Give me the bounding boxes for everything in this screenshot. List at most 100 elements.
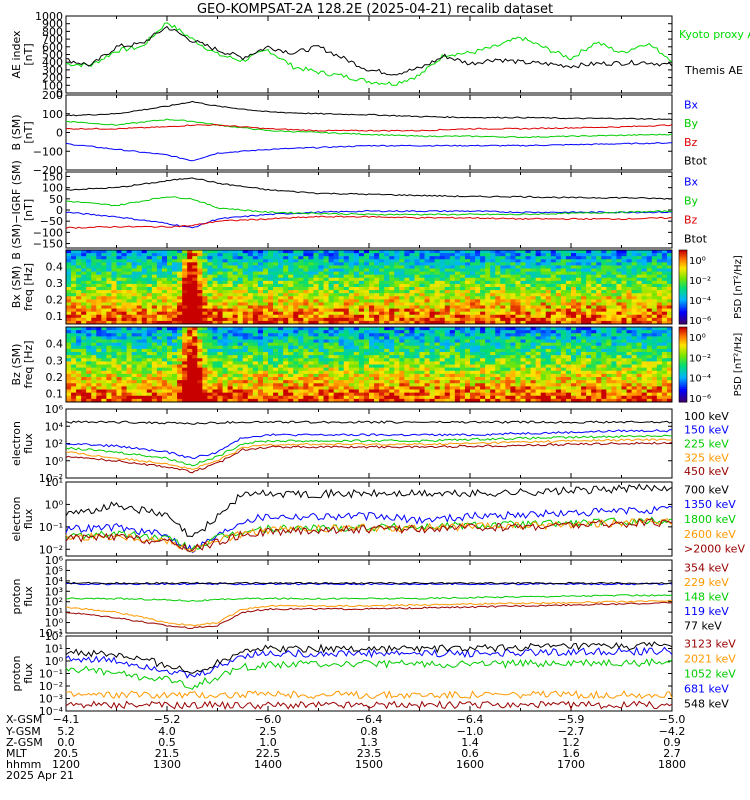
- spectrogram-cell: [535, 259, 542, 263]
- y-tick-label: 0: [56, 87, 63, 100]
- spectrogram-cell: [429, 302, 436, 306]
- spectrogram-cell: [192, 320, 198, 325]
- spectrogram-cell: [202, 265, 208, 269]
- spectrogram-cell: [136, 277, 143, 282]
- spectrogram-cell: [353, 361, 360, 365]
- spectrogram-cell: [212, 364, 218, 369]
- spectrogram-cell: [636, 271, 643, 276]
- spectrogram-cell: [414, 377, 420, 381]
- spectrogram-cell: [666, 265, 673, 269]
- spectrogram-cell: [525, 302, 531, 306]
- spectrogram-cell: [121, 265, 127, 269]
- spectrogram-cell: [384, 317, 390, 322]
- spectrogram-cell: [146, 345, 153, 350]
- spectrogram-cell: [136, 383, 143, 387]
- spectrogram-cell: [646, 271, 653, 276]
- spectrogram-cell: [136, 373, 143, 378]
- spectrogram-cell: [419, 395, 425, 400]
- spectrogram-cell: [177, 342, 183, 347]
- spectrogram-cell: [298, 280, 304, 285]
- spectrogram-cell: [172, 377, 178, 381]
- spectrogram-cell: [369, 333, 375, 337]
- spectrogram-cell: [237, 314, 244, 319]
- spectrogram-cell: [439, 333, 446, 337]
- spectrogram-cell: [510, 311, 516, 316]
- spectrogram-cell: [369, 336, 375, 340]
- spectrogram-cell: [172, 256, 178, 260]
- spectrogram-cell: [106, 274, 112, 279]
- spectrogram-cell: [187, 339, 193, 344]
- spectrogram-cell: [308, 311, 314, 316]
- spectrogram-cell: [429, 361, 436, 365]
- spectrogram-cell: [161, 274, 168, 279]
- spectrogram-cell: [621, 293, 627, 297]
- spectrogram-cell: [182, 389, 188, 394]
- spectrogram-cell: [323, 392, 329, 397]
- spectrogram-cell: [621, 283, 627, 288]
- spectrogram-cell: [252, 352, 259, 356]
- spectrogram-cell: [268, 339, 274, 344]
- spectrogram-cell: [591, 293, 597, 297]
- spectrogram-cell: [308, 256, 314, 260]
- spectrogram-cell: [338, 290, 345, 294]
- spectrogram-cell: [141, 280, 148, 285]
- spectrogram-cell: [187, 330, 193, 334]
- spectrogram-cell: [540, 308, 547, 313]
- spectrogram-cell: [136, 314, 143, 319]
- spectrogram-cell: [161, 320, 168, 325]
- spectrogram-cell: [550, 262, 557, 266]
- spectrogram-cell: [212, 299, 218, 303]
- spectrogram-cell: [151, 339, 158, 344]
- spectrogram-cell: [475, 299, 481, 303]
- spectrogram-cell: [207, 336, 213, 340]
- colorbar-segment: [679, 311, 687, 314]
- spectrogram-cell: [389, 317, 395, 322]
- spectrogram-cell: [303, 265, 309, 269]
- spectrogram-cell: [353, 355, 360, 359]
- spectrogram-cell: [399, 271, 405, 276]
- spectrogram-cell: [293, 283, 299, 288]
- spectrogram-cell: [313, 330, 319, 334]
- spectrogram-cell: [586, 299, 592, 303]
- spectrogram-cell: [187, 265, 193, 269]
- y-tick-label: 1000: [35, 10, 63, 23]
- spectrogram-cell: [161, 389, 168, 394]
- spectrogram-cell: [222, 293, 228, 297]
- spectrogram-cell: [126, 305, 133, 309]
- spectrogram-cell: [192, 277, 198, 282]
- spectrogram-cell: [268, 364, 274, 369]
- spectrogram-cell: [626, 320, 632, 325]
- spectrogram-cell: [257, 355, 264, 359]
- spectrogram-cell: [288, 311, 294, 316]
- spectrogram-cell: [369, 308, 375, 313]
- spectrogram-cell: [515, 317, 521, 322]
- spectrogram-cell: [268, 373, 274, 378]
- spectrogram-cell: [394, 259, 400, 263]
- spectrogram-cell: [91, 333, 97, 337]
- spectrogram-cell: [288, 345, 294, 350]
- spectrogram-cell: [404, 383, 410, 387]
- spectrogram-cell: [424, 296, 430, 300]
- spectrogram-cell: [217, 377, 223, 381]
- spectrogram-cell: [449, 253, 456, 257]
- spectrogram-cell: [252, 398, 259, 403]
- spectrogram-cell: [91, 253, 97, 257]
- spectrogram-cell: [257, 339, 264, 344]
- spectrogram-cell: [268, 377, 274, 381]
- spectrogram-cell: [323, 348, 329, 353]
- spectrogram-cell: [177, 361, 183, 365]
- spectrogram-cell: [217, 317, 223, 322]
- spectrogram-cell: [661, 299, 668, 303]
- spectrogram-cell: [439, 336, 446, 340]
- spectrogram-cell: [576, 296, 582, 300]
- spectrogram-cell: [247, 314, 254, 319]
- spectrogram-cell: [611, 308, 617, 313]
- spectrogram-cell: [247, 392, 254, 397]
- spectrogram-cell: [96, 383, 102, 387]
- spectrogram-cell: [111, 280, 117, 285]
- spectrogram-cell: [374, 342, 380, 347]
- spectrogram-cell: [429, 367, 436, 372]
- spectrogram-cell: [217, 274, 223, 279]
- spectrogram-cell: [656, 320, 663, 325]
- spectrogram-cell: [212, 268, 218, 272]
